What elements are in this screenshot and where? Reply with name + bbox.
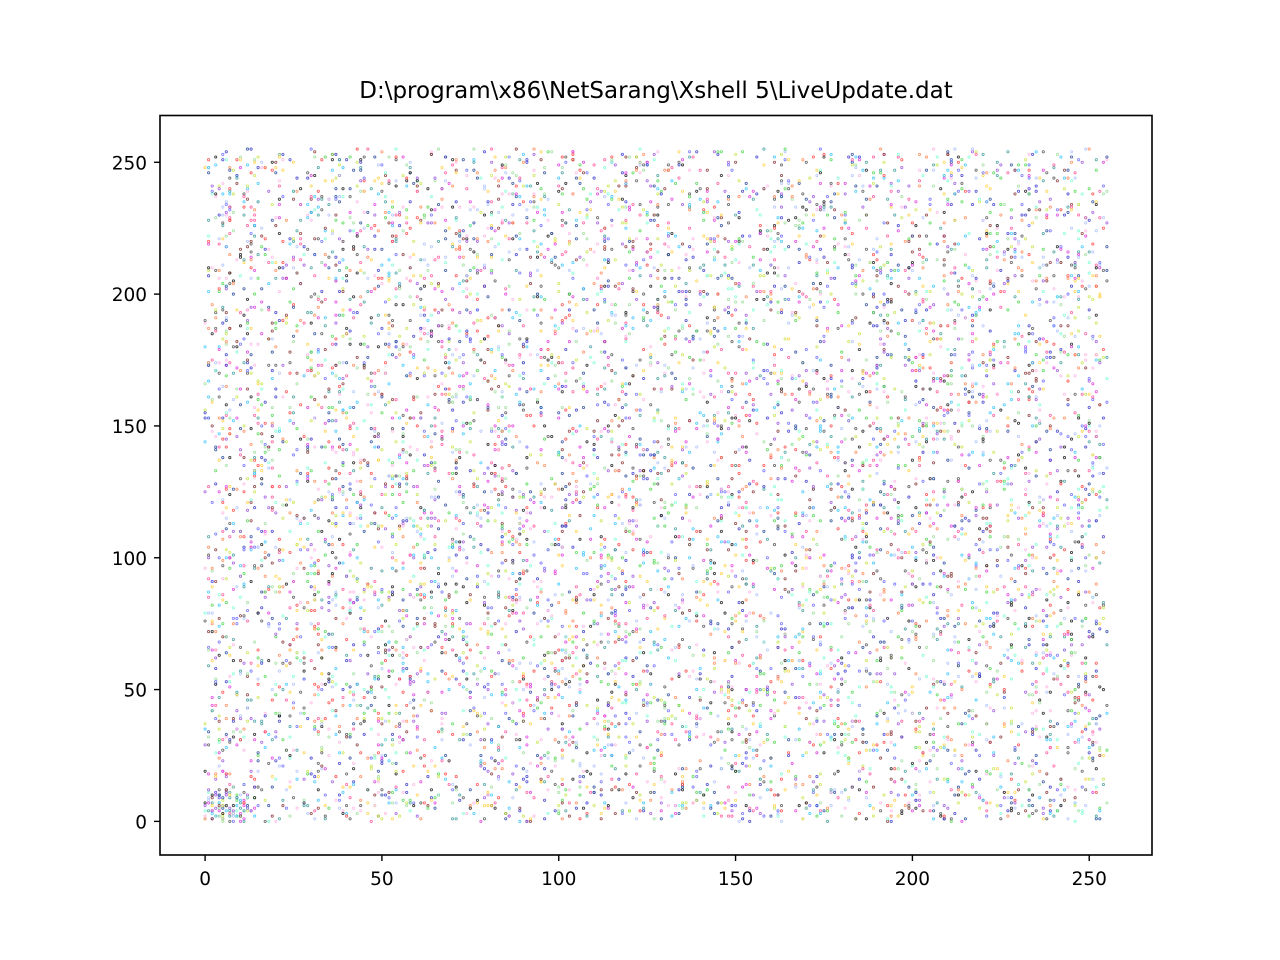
- chart-title: D:\program\x86\NetSarang\Xshell 5\LiveUp…: [359, 78, 953, 104]
